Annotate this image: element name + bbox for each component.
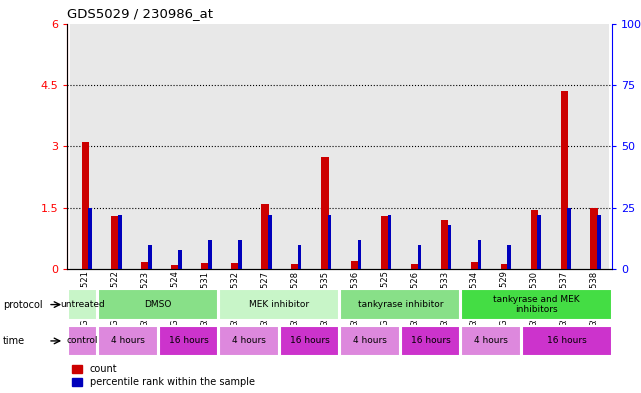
Bar [142,262,149,269]
Bar [160,24,190,269]
Bar [328,215,331,269]
Text: protocol: protocol [3,299,43,310]
Bar [68,326,97,356]
Text: 4 hours: 4 hours [111,336,145,345]
Bar [411,264,419,269]
Bar [98,326,158,356]
Bar [159,326,218,356]
Text: 16 hours: 16 hours [290,336,329,345]
Text: tankyrase inhibitor: tankyrase inhibitor [358,300,443,309]
Bar [231,263,238,269]
Bar [268,215,272,269]
Bar [112,216,119,269]
Bar [508,244,511,269]
Bar [597,215,601,269]
Bar [81,142,89,269]
Bar [298,244,301,269]
Text: DMSO: DMSO [144,300,172,309]
Bar [238,240,242,269]
Text: 4 hours: 4 hours [353,336,387,345]
Text: 4 hours: 4 hours [232,336,266,345]
Bar [130,24,160,269]
Bar [280,24,310,269]
Bar [388,215,391,269]
Text: 4 hours: 4 hours [474,336,508,345]
Bar [340,326,400,356]
Text: time: time [3,336,26,346]
Bar [68,288,97,321]
Text: 16 hours: 16 hours [411,336,451,345]
Bar [490,24,519,269]
Bar [429,24,460,269]
Bar [531,210,538,269]
Bar [261,204,269,269]
Bar [178,250,182,269]
Bar [441,220,448,269]
Bar [447,225,451,269]
Bar [279,326,339,356]
Bar [220,24,250,269]
Text: control: control [67,336,98,345]
Bar [340,24,370,269]
Text: untreated: untreated [60,300,105,309]
Bar [340,288,460,321]
Bar [98,288,218,321]
Bar [590,208,598,269]
Bar [190,24,220,269]
Bar [418,244,421,269]
Bar [537,215,541,269]
Bar [370,24,399,269]
Bar [462,326,520,356]
Text: 16 hours: 16 hours [169,336,208,345]
Bar [381,216,388,269]
Bar [519,24,549,269]
Bar [88,208,92,269]
Text: GDS5029 / 230986_at: GDS5029 / 230986_at [67,7,213,20]
Bar [549,24,579,269]
Bar [219,288,339,321]
Bar [291,264,299,269]
Bar [148,244,152,269]
Bar [71,24,100,269]
Bar [560,91,568,269]
Bar [470,262,478,269]
Text: tankyrase and MEK
inhibitors: tankyrase and MEK inhibitors [493,295,580,314]
Text: MEK inhibitor: MEK inhibitor [249,300,309,309]
Bar [460,24,490,269]
Bar [201,263,209,269]
Bar [208,240,212,269]
Legend: count, percentile rank within the sample: count, percentile rank within the sample [72,364,254,387]
Bar [100,24,130,269]
Bar [579,24,609,269]
Bar [358,240,362,269]
Bar [321,157,328,269]
Bar [501,264,508,269]
Bar [401,326,460,356]
Bar [399,24,429,269]
Bar [219,326,279,356]
Text: 16 hours: 16 hours [547,336,587,345]
Bar [310,24,340,269]
Bar [462,288,612,321]
Bar [171,265,179,269]
Bar [351,261,358,269]
Bar [522,326,612,356]
Bar [478,240,481,269]
Bar [567,208,571,269]
Bar [119,215,122,269]
Bar [250,24,280,269]
